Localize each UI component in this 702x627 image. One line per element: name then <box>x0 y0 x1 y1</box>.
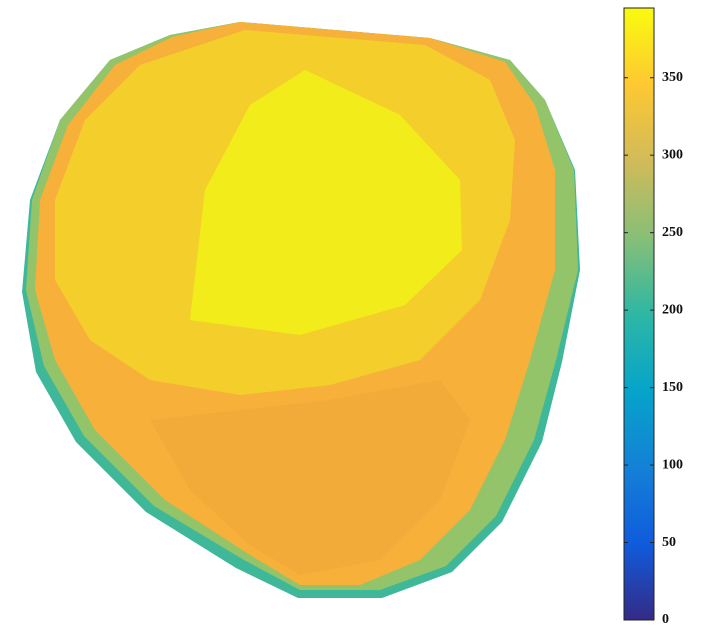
colorbar-tick-label: 350 <box>662 70 683 85</box>
surface <box>22 22 580 598</box>
colorbar-tick-label: 100 <box>662 457 683 472</box>
colorbar-tick-label: 200 <box>662 302 683 317</box>
colorbar-tick-label: 300 <box>662 147 683 162</box>
colorbar-tick-label: 0 <box>662 612 669 627</box>
colorbar <box>624 8 654 620</box>
chart: 0 50 100 150 200 250 300 350 <box>0 0 702 627</box>
colorbar-tick-label: 250 <box>662 225 683 240</box>
colorbar-tick-label: 50 <box>662 535 676 550</box>
colorbar-tick-label: 150 <box>662 380 683 395</box>
